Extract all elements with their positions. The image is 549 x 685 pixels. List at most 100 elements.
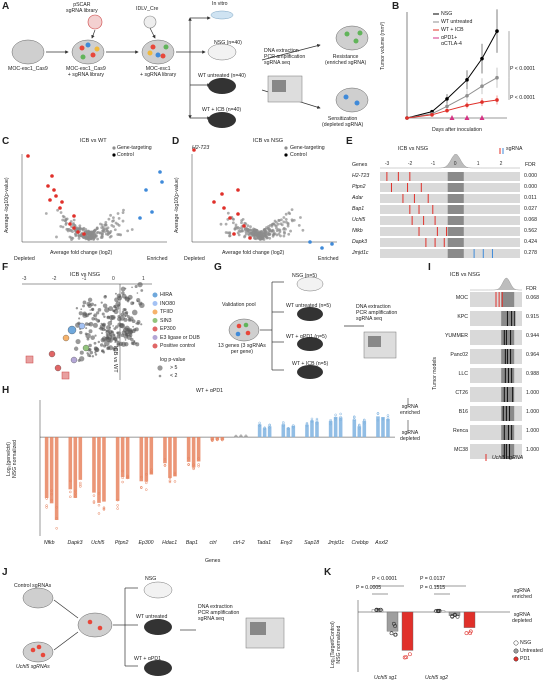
f-highlight-point	[82, 344, 90, 352]
b-point	[405, 116, 409, 120]
volcano-point	[226, 211, 230, 215]
k-dot	[389, 631, 394, 636]
volcano-point	[259, 233, 263, 237]
b-point	[465, 93, 469, 98]
h-dot	[116, 504, 119, 507]
h-dot	[268, 423, 271, 427]
h-dot	[216, 438, 219, 441]
volcano-point	[284, 218, 288, 221]
e-strip-core	[447, 216, 464, 225]
h-dot	[69, 479, 72, 483]
h-dot	[339, 415, 342, 419]
volcano-point	[100, 236, 104, 239]
h-dot	[145, 473, 148, 476]
f-point	[94, 351, 97, 354]
volcano-point	[285, 220, 288, 224]
panel-label-j: J	[2, 567, 8, 578]
h-bar	[173, 437, 177, 477]
f-point	[136, 320, 141, 324]
i-model-label: MC38	[454, 447, 468, 453]
f-point	[118, 341, 124, 347]
d-legend-ctrl: Control	[290, 152, 307, 158]
f-point	[119, 323, 126, 329]
volcano-point	[226, 231, 230, 235]
h-bar	[49, 437, 54, 504]
volcano-point	[95, 226, 99, 230]
volcano-hit-depleted	[52, 188, 56, 192]
h-bar	[144, 437, 149, 482]
f-point	[87, 322, 91, 326]
volcano-point	[277, 232, 281, 236]
volcano-hit-depleted	[248, 236, 252, 240]
k-legend-untreated: Untreated	[520, 648, 543, 654]
resistance-label: Resistance (enriched sgRNA)	[325, 54, 367, 66]
volcano-point	[100, 232, 104, 236]
panel-g-schematic	[228, 276, 397, 379]
h-bar	[115, 437, 120, 501]
b-point	[495, 75, 499, 80]
volcano-hit-depleted	[212, 200, 216, 204]
i-model-label: Panc02	[450, 352, 468, 358]
k-dot	[470, 620, 475, 625]
volcano-point	[122, 208, 125, 212]
volcano-point	[63, 219, 67, 222]
k-dot	[393, 624, 397, 628]
panel-k-chart	[357, 585, 519, 672]
h-dot	[310, 417, 314, 421]
e-gene-label: Uchl5	[352, 217, 366, 223]
b-legend-treat: αPD1+ αCTLA-4	[441, 35, 462, 47]
e-density	[380, 154, 520, 169]
h-dot	[305, 421, 309, 425]
f-point	[93, 346, 98, 351]
e-fdr-value: 0.000	[524, 173, 537, 179]
f-point	[124, 296, 128, 300]
volcano-point	[70, 225, 73, 229]
h-dot	[353, 418, 356, 421]
volcano-point	[65, 217, 69, 221]
h-dot	[334, 416, 337, 420]
e-tick-label: 1	[477, 161, 480, 167]
h-dot	[310, 419, 314, 423]
volcano-point	[269, 223, 272, 227]
volcano-hit-depleted	[72, 226, 76, 230]
h-dot	[329, 420, 332, 423]
volcano-point	[271, 228, 275, 232]
f-point	[106, 346, 110, 351]
f-point	[134, 327, 139, 332]
h-bar	[234, 435, 238, 438]
b-point	[445, 104, 449, 109]
e-fdr-value: 0.000	[524, 184, 537, 190]
e-tick-label: -1	[431, 161, 436, 167]
h-dot	[55, 506, 58, 509]
j-arm-wt: WT untreated	[136, 614, 168, 620]
f-point	[116, 331, 119, 335]
volcano-hit-depleted	[26, 154, 30, 158]
volcano-point	[78, 224, 82, 228]
h-dot	[282, 424, 285, 427]
volcano-point	[104, 232, 108, 236]
i-fdr-value: 0.988	[526, 371, 539, 377]
f-point	[123, 317, 128, 322]
f-highlight-point	[70, 356, 78, 364]
i-model-label: CT26	[455, 390, 468, 396]
volcano-hit-enriched	[160, 180, 164, 184]
volcano-point	[103, 223, 107, 227]
h-dot	[163, 458, 167, 461]
volcano-point	[80, 233, 83, 237]
k-dot	[403, 642, 408, 647]
e-fdr-header: FDR	[525, 162, 536, 168]
volcano-point	[72, 222, 75, 225]
h-ylabel: Log₂(gene/ctrl) NSG normalized	[6, 439, 18, 478]
volcano-point	[290, 208, 294, 212]
f-point	[85, 333, 91, 339]
h-bar	[149, 437, 154, 475]
h-dot	[263, 426, 266, 429]
i-model-label: Renca	[453, 428, 468, 434]
f-point	[89, 309, 92, 311]
h-dot	[163, 464, 167, 467]
sensitization-label: Sensitization (depleted sgRNA)	[322, 116, 364, 128]
volcano-hit-depleted	[48, 198, 52, 202]
h-gene-label: Uchl5	[91, 540, 105, 546]
f-point	[106, 334, 112, 340]
volcano-point	[109, 213, 112, 217]
